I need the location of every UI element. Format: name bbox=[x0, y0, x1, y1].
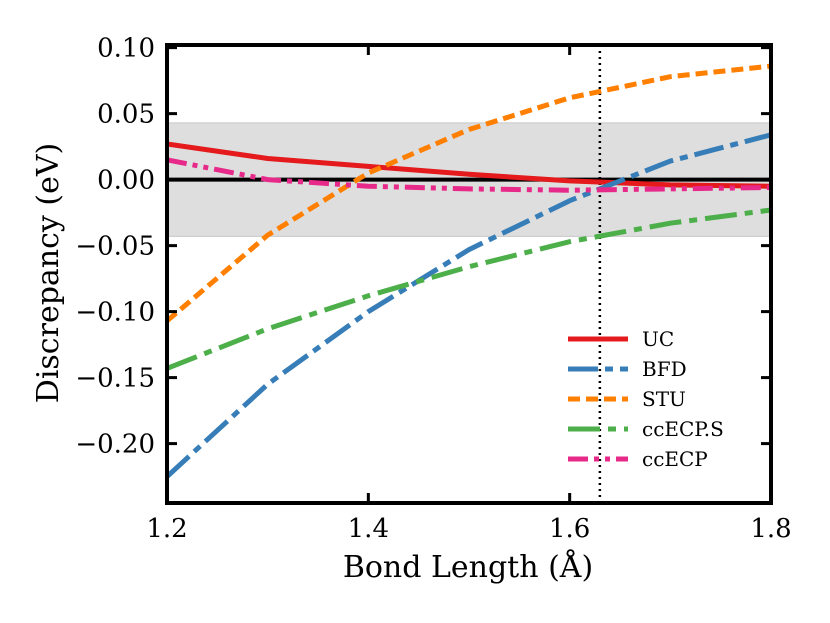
x-tick-label: 1.4 bbox=[348, 514, 389, 544]
legend-label-stu: STU bbox=[642, 387, 686, 411]
x-axis-label: Bond Length (Å) bbox=[343, 549, 593, 585]
y-tick-label: −0.20 bbox=[75, 430, 155, 460]
y-axis-label: Discrepancy (eV) bbox=[31, 143, 66, 403]
series-line-bfd bbox=[167, 132, 771, 479]
series-line-stu bbox=[167, 63, 771, 323]
x-tick-label: 1.6 bbox=[549, 514, 590, 544]
y-tick-label: −0.05 bbox=[75, 232, 155, 262]
y-tick-label: 0.05 bbox=[97, 100, 155, 130]
y-tick-label: 0.10 bbox=[97, 34, 155, 64]
legend-label-ccecp-s: ccECP.S bbox=[642, 417, 724, 441]
y-tick-label: 0.00 bbox=[97, 166, 155, 196]
series-line-ccecp-s bbox=[167, 207, 771, 371]
x-tick-label: 1.2 bbox=[146, 514, 187, 544]
series-line-uc bbox=[167, 141, 771, 189]
series-line-ccecp bbox=[167, 157, 771, 193]
legend-label-ccecp: ccECP bbox=[642, 447, 708, 471]
x-tick-label: 1.8 bbox=[750, 514, 791, 544]
legend-label-uc: UC bbox=[642, 327, 674, 351]
plot-frame bbox=[165, 43, 773, 505]
y-tick-label: −0.15 bbox=[75, 364, 155, 394]
legend-label-bfd: BFD bbox=[642, 357, 687, 381]
y-tick-label: −0.10 bbox=[75, 298, 155, 328]
